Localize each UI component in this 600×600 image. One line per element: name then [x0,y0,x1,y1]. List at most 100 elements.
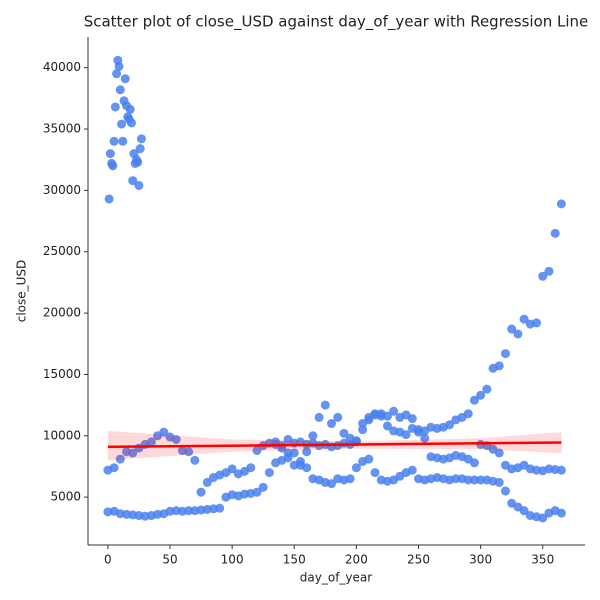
scatter-point [215,503,225,513]
y-tick-label: 10000 [43,428,81,442]
scatter-point [401,430,411,440]
scatter-point [283,448,293,458]
y-tick-label: 25000 [43,244,81,258]
scatter-point [302,463,312,473]
scatter-point [407,465,417,475]
y-axis-label: close_USD [15,260,29,323]
scatter-point [146,437,156,447]
scatter-point [289,460,299,470]
scatter-point [333,412,343,422]
x-tick-label: 350 [531,553,554,567]
scatter-point [115,85,125,95]
scatter-point [519,506,529,516]
scatter-point [538,271,548,281]
scatter-point [519,314,529,324]
scatter-point [105,149,115,159]
x-tick-label: 300 [469,553,492,567]
scatter-point [114,61,124,71]
scatter-point [494,477,504,487]
scatter-point [118,136,128,146]
scatter-point [110,102,120,112]
scatter-point [126,118,136,128]
x-tick-label: 150 [283,553,306,567]
scatter-point [469,475,479,485]
scatter-point [482,384,492,394]
x-tick-label: 100 [221,553,244,567]
scatter-point [532,318,542,328]
scatter-point [258,482,268,492]
scatter-point [109,136,119,146]
scatter-point [109,463,119,473]
scatter-point [556,465,566,475]
scatter-point [308,431,318,441]
scatter-point [445,420,455,430]
scatter-point [513,329,523,339]
scatter-point [382,421,392,431]
scatter-point [544,266,554,276]
scatter-point [339,428,349,438]
scatter-point [246,463,256,473]
scatter-point [364,415,374,425]
scatter-point [494,361,504,371]
x-axis-label: day_of_year [300,571,372,585]
scatter-point [389,406,399,416]
scatter-point [550,228,560,238]
scatter-point [420,433,430,443]
scatter-point [469,395,479,405]
scatter-point [500,486,510,496]
scatter-point [476,475,486,485]
scatter-point [345,474,355,484]
scatter-point [494,448,504,458]
scatter-point [184,506,194,516]
scatter-point [451,474,461,484]
scatter-point [184,447,194,457]
scatter-point [463,475,473,485]
scatter-point [314,412,324,422]
y-tick-label: 5000 [50,490,81,504]
x-tick-label: 250 [407,553,430,567]
scatter-point [476,390,486,400]
scatter-point [135,144,145,154]
scatter-point [128,448,138,458]
y-tick-label: 30000 [43,183,81,197]
y-tick-label: 20000 [43,306,81,320]
scatter-point [538,513,548,523]
regression-line [107,441,562,449]
scatter-point [227,464,237,474]
scatter-point [556,508,566,518]
scatter-point [264,468,274,478]
scatter-point [134,180,144,190]
scatter-point [327,419,337,429]
y-tick-label: 15000 [43,367,81,381]
scatter-point [507,324,517,334]
scatter-point [128,176,138,186]
scatter-point [120,74,130,84]
chart-title: Scatter plot of close_USD against day_of… [84,13,589,32]
scatter-point [327,479,337,489]
scatter-point [469,458,479,468]
scatter-point [108,161,118,171]
scatter-point [202,477,212,487]
x-tick-label: 200 [345,553,368,567]
x-tick-label: 50 [162,553,177,567]
scatter-point [190,455,200,465]
scatter-point [463,409,473,419]
scatter-point [351,463,361,473]
y-tick-label: 40000 [43,60,81,74]
scatter-point [171,434,181,444]
scatter-point [196,487,206,497]
scatter-point [289,448,299,458]
scatter-point [117,119,127,129]
scatter-point [407,414,417,424]
scatter-point [159,427,169,437]
scatter-point [320,400,330,410]
scatter-point [136,134,146,144]
scatter-point [104,194,114,204]
scatter-point [252,487,262,497]
scatter-point [364,454,374,464]
scatter-point [500,349,510,359]
scatter-point [252,446,262,456]
scatter-point [302,447,312,457]
y-tick-label: 35000 [43,122,81,136]
